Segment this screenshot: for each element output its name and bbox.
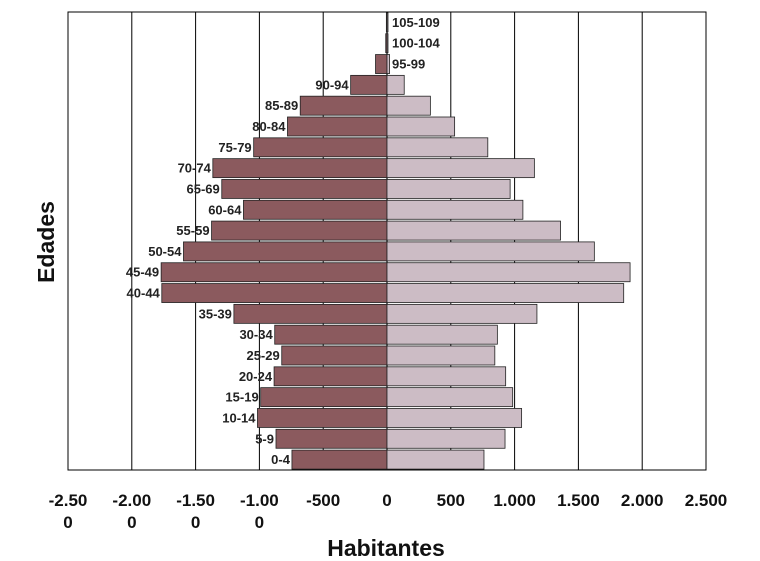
bar-left bbox=[291, 449, 388, 470]
age-labels: 0-4 5-9 10-14 15-19 20-24 25-29 30-34 35-39 40-4… bbox=[126, 15, 441, 467]
x-tick-label: -2.00 0 bbox=[112, 491, 151, 532]
bar-left bbox=[212, 158, 388, 179]
bar-left bbox=[243, 199, 388, 220]
age-label: 45-49 bbox=[126, 265, 159, 280]
age-label: 10-14 bbox=[222, 410, 256, 425]
bar-right bbox=[386, 116, 456, 137]
bar-right bbox=[386, 158, 535, 179]
bar-right bbox=[386, 241, 595, 262]
age-label: 75-79 bbox=[218, 140, 251, 155]
x-tick-label: 1.500 bbox=[557, 491, 600, 510]
x-tick-label: 2.000 bbox=[621, 491, 664, 510]
age-label: 85-89 bbox=[265, 98, 298, 113]
bar-right bbox=[386, 283, 625, 303]
age-label: 90-94 bbox=[315, 77, 349, 92]
age-label: 65-69 bbox=[187, 181, 220, 196]
bar-left bbox=[183, 241, 388, 262]
age-label: 70-74 bbox=[178, 161, 212, 176]
age-label: 100-104 bbox=[392, 36, 440, 51]
age-label: 55-59 bbox=[176, 223, 209, 238]
x-tick-label: 1.000 bbox=[493, 491, 536, 510]
bar-left bbox=[275, 428, 388, 449]
age-label: 35-39 bbox=[199, 306, 232, 321]
age-label: 40-44 bbox=[127, 286, 161, 301]
bar-right bbox=[386, 303, 538, 324]
bar-left bbox=[233, 303, 388, 324]
bar-right bbox=[386, 262, 631, 283]
bar-right bbox=[386, 345, 496, 366]
age-label: 50-54 bbox=[148, 244, 182, 259]
bars bbox=[160, 12, 631, 470]
bar-left bbox=[260, 387, 388, 408]
age-label: 80-84 bbox=[252, 119, 286, 134]
age-label: 15-19 bbox=[225, 390, 258, 405]
x-tick-label: -500 bbox=[306, 491, 340, 510]
bar-left bbox=[274, 324, 388, 345]
x-axis-title: Habitantes bbox=[327, 535, 445, 561]
bar-right bbox=[386, 33, 389, 54]
bar-right bbox=[386, 199, 524, 220]
bar-left bbox=[221, 179, 388, 199]
x-tick-label: 500 bbox=[437, 491, 465, 510]
x-tick-label: -1.00 0 bbox=[240, 491, 279, 532]
bar-right bbox=[386, 449, 485, 470]
bar-right bbox=[386, 12, 389, 33]
bar-left bbox=[161, 283, 388, 303]
y-axis-title: Edades bbox=[33, 201, 59, 283]
age-label: 60-64 bbox=[208, 202, 242, 217]
age-label: 95-99 bbox=[392, 57, 425, 72]
bar-left bbox=[253, 137, 388, 158]
age-label: 30-34 bbox=[239, 327, 273, 342]
bar-right bbox=[386, 220, 561, 241]
bar-left bbox=[281, 345, 388, 366]
x-tick-label: 2.500 bbox=[685, 491, 728, 510]
age-label: 0-4 bbox=[271, 452, 291, 467]
x-tick-labels: -2.50 0 -2.00 0 -1.50 0 -1.00 0 -500 0 500 1.000 1.5… bbox=[49, 491, 728, 532]
bar-right bbox=[386, 387, 514, 408]
bar-right bbox=[386, 408, 523, 428]
bar-left bbox=[350, 74, 388, 95]
x-tick-label: -1.50 0 bbox=[176, 491, 215, 532]
bar-left bbox=[287, 116, 388, 137]
bar-left bbox=[273, 366, 388, 387]
age-label: 105-109 bbox=[392, 15, 440, 30]
bar-right bbox=[386, 74, 405, 95]
bar-right bbox=[386, 54, 390, 74]
bar-right bbox=[386, 137, 489, 158]
x-tick-label: 0 bbox=[382, 491, 391, 510]
bar-left bbox=[299, 95, 388, 116]
bar-left bbox=[375, 54, 388, 74]
bar-left bbox=[211, 220, 388, 241]
age-label: 20-24 bbox=[239, 369, 273, 384]
age-label: 5-9 bbox=[255, 431, 274, 446]
bar-right bbox=[386, 95, 431, 116]
bar-right bbox=[386, 324, 498, 345]
bar-left bbox=[257, 408, 388, 428]
bar-right bbox=[386, 366, 507, 387]
age-label: 25-29 bbox=[246, 348, 279, 363]
bar-left bbox=[160, 262, 388, 283]
bar-right bbox=[386, 428, 506, 449]
bar-right bbox=[386, 179, 511, 199]
x-tick-label: -2.50 0 bbox=[49, 491, 88, 532]
